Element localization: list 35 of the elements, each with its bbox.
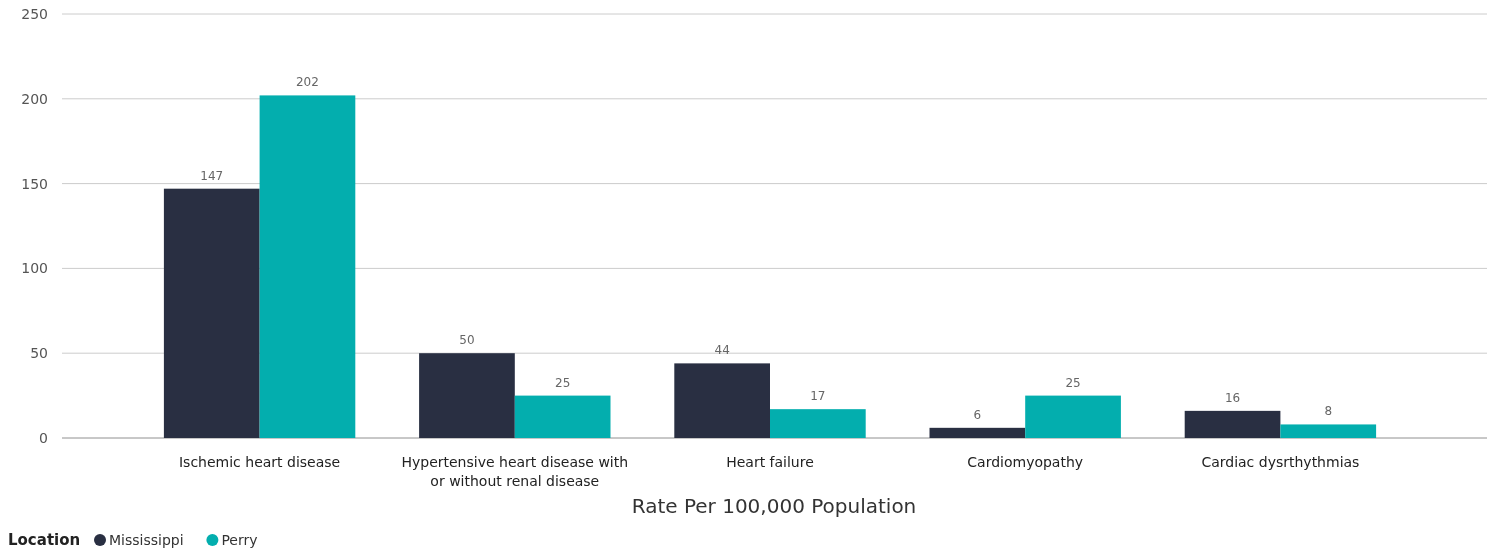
data-label: 6 [973,407,982,422]
y-tick-label: 200 [21,90,48,107]
bar [163,188,260,438]
data-label: 25 [555,375,571,390]
bar [259,95,356,438]
x-tick-label: Cardiomyopathy [967,454,1084,470]
bar [770,409,866,438]
y-tick-label: 250 [21,5,48,22]
data-label: 16 [1224,390,1241,405]
bar [674,363,770,438]
bar [419,353,515,438]
y-tick-label: 100 [21,260,48,277]
legend-label: Perry [221,532,258,548]
x-tick-label: Hypertensive heart disease with or without renal disease [401,454,629,489]
x-axis-title: Rate Per 100,000 Population [631,494,917,518]
x-tick-label: Heart failure [726,454,814,470]
y-tick-label: 0 [39,429,48,446]
data-label: 44 [714,343,730,358]
bar [1025,395,1121,438]
x-tick-label: Ischemic heart disease [178,454,341,470]
data-label: 50 [459,333,475,348]
bar [514,395,611,438]
legend-title: Location [8,531,81,549]
data-label: 147 [200,168,224,183]
data-label: 17 [810,389,826,404]
bar [1280,424,1377,438]
y-tick-label: 150 [21,175,48,192]
bar [1184,410,1281,438]
data-label: 202 [296,75,319,90]
y-tick-label: 50 [30,345,48,362]
x-tick-label: Cardiac dysrthythmias [1201,454,1360,470]
legend-label: Mississippi [109,532,184,548]
data-label: 25 [1065,375,1081,390]
data-label: 8 [1324,404,1333,419]
bar [929,427,1026,438]
